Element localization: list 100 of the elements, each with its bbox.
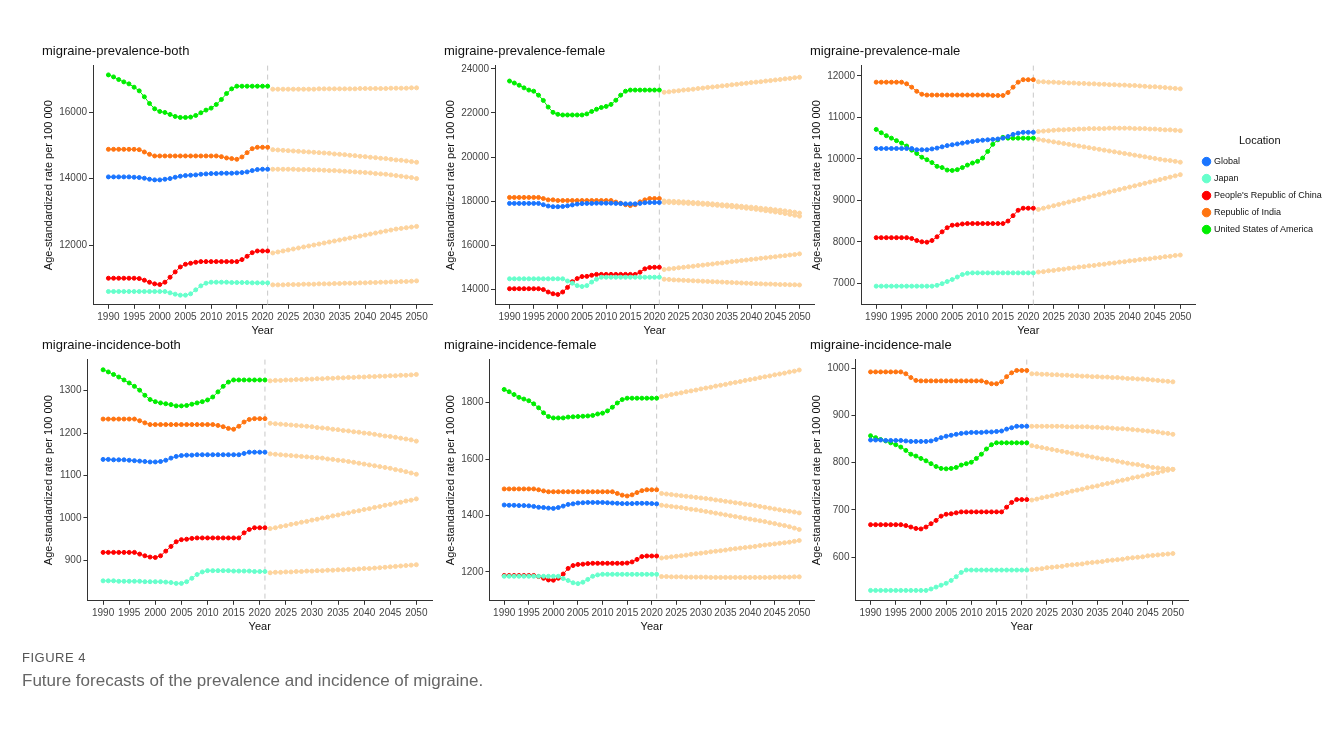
x-tick-label: 2050 xyxy=(1169,310,1192,322)
x-tick-label: 2040 xyxy=(1111,606,1135,618)
x-tick-label: 1990 xyxy=(865,310,888,322)
caption: FIGURE 4 xyxy=(22,650,87,665)
x-tick-label: 2000 xyxy=(144,606,167,618)
x-tick-label: 2005 xyxy=(170,606,193,618)
x-tick-label: 2015 xyxy=(619,310,642,322)
x-tick-label: 1995 xyxy=(884,606,908,618)
x-tick-label: 2030 xyxy=(302,310,326,322)
x-tick-label: 2030 xyxy=(1067,310,1091,322)
x-tick-label: 2025 xyxy=(667,310,691,322)
x-tick-label: 2010 xyxy=(196,606,220,618)
y-axis-title: Age-standardized rate per 100 000 xyxy=(443,100,456,271)
y-axis-title: Age-standardized rate per 100 000 xyxy=(809,395,822,566)
x-tick-label: 2015 xyxy=(225,310,249,322)
x-tick-label: 2035 xyxy=(1093,310,1116,322)
x-tick-label: 2015 xyxy=(616,606,639,618)
x-tick-label: 2025 xyxy=(1035,606,1059,618)
x-tick-label: 2005 xyxy=(935,606,958,618)
y-tick-label: 600 xyxy=(832,551,850,563)
y-tick-label: 14000 xyxy=(461,283,490,295)
x-axis-title: Year xyxy=(640,620,664,633)
y-axis-title: Age-standardized rate per 100 000 xyxy=(443,395,456,566)
x-tick-label: 2020 xyxy=(248,606,272,618)
x-tick-label: 2050 xyxy=(405,606,428,618)
x-tick-label: 2035 xyxy=(714,606,738,618)
x-tick-label: 1990 xyxy=(91,606,115,618)
x-tick-label: 2035 xyxy=(715,310,739,322)
x-tick-label: 2035 xyxy=(1086,606,1109,618)
y-tick-label: 10000 xyxy=(827,152,856,164)
y-axis-title: Age-standardized rate per 100 000 xyxy=(41,100,54,271)
y-tick-label: 1600 xyxy=(461,452,484,464)
x-tick-label: 2010 xyxy=(200,310,223,322)
legend-label: People's Republic of China xyxy=(1214,190,1322,201)
x-axis-title: Year xyxy=(248,620,272,633)
y-axis-title: Age-standardized rate per 100 000 xyxy=(809,100,822,271)
y-tick-label: 700 xyxy=(832,503,850,515)
x-tick-label: 2050 xyxy=(1161,606,1185,618)
y-tick-label: 9000 xyxy=(832,194,856,206)
x-tick-label: 2015 xyxy=(222,606,246,618)
x-tick-label: 2000 xyxy=(909,606,933,618)
x-tick-label: 2030 xyxy=(1060,606,1084,618)
x-tick-label: 2045 xyxy=(764,310,787,322)
x-tick-label: 2025 xyxy=(274,606,298,618)
y-tick-label: 1800 xyxy=(461,396,484,408)
chart-title: migraine-prevalence-female xyxy=(444,43,606,59)
x-tick-label: 2025 xyxy=(277,310,300,322)
x-tick-label: 2040 xyxy=(353,606,376,618)
y-tick-label: 900 xyxy=(64,554,82,566)
chart-title: migraine-incidence-male xyxy=(810,337,952,353)
y-tick-label: 8000 xyxy=(832,235,856,247)
y-tick-label: 14000 xyxy=(59,172,88,184)
x-tick-label: 2040 xyxy=(740,310,763,322)
x-tick-label: 2045 xyxy=(763,606,787,618)
legend-label: United States of America xyxy=(1214,224,1314,235)
legend-label: Japan xyxy=(1214,173,1239,184)
x-tick-label: 2045 xyxy=(1136,606,1160,618)
x-tick-label: 2010 xyxy=(966,310,990,322)
x-axis-title: Year xyxy=(1010,620,1034,633)
x-tick-label: 2020 xyxy=(643,310,667,322)
x-axis-title: Year xyxy=(643,324,666,337)
x-tick-label: 2020 xyxy=(640,606,664,618)
y-tick-label: 900 xyxy=(832,409,850,421)
x-tick-label: 2040 xyxy=(354,310,377,322)
x-tick-label: 1990 xyxy=(97,310,120,322)
x-tick-label: 2035 xyxy=(328,310,352,322)
y-tick-label: 1100 xyxy=(59,469,82,481)
x-tick-label: 1990 xyxy=(498,310,522,322)
chart-title: migraine-incidence-both xyxy=(42,337,181,353)
x-tick-label: 1995 xyxy=(122,310,146,322)
x-tick-label: 2000 xyxy=(546,310,570,322)
x-tick-label: 2045 xyxy=(1143,310,1167,322)
x-tick-label: 2000 xyxy=(148,310,172,322)
x-tick-label: 2030 xyxy=(300,606,324,618)
x-tick-label: 2000 xyxy=(542,606,565,618)
y-tick-label: 1200 xyxy=(461,565,484,577)
y-tick-label: 18000 xyxy=(461,194,490,206)
x-tick-label: 1995 xyxy=(522,310,546,322)
x-tick-label: 2020 xyxy=(251,310,275,322)
x-tick-label: 2045 xyxy=(379,310,403,322)
y-tick-label: 11000 xyxy=(827,111,856,123)
x-tick-label: 2000 xyxy=(915,310,939,322)
x-tick-label: 2020 xyxy=(1010,606,1034,618)
x-tick-label: 2045 xyxy=(379,606,402,618)
x-tick-label: 2025 xyxy=(1042,310,1066,322)
x-tick-label: 2030 xyxy=(689,606,713,618)
x-tick-label: 1990 xyxy=(493,606,516,618)
x-tick-label: 2050 xyxy=(405,310,429,322)
x-tick-label: 2010 xyxy=(595,310,618,322)
x-tick-label: 2050 xyxy=(788,606,811,618)
x-tick-label: 1995 xyxy=(890,310,914,322)
chart-title: migraine-prevalence-male xyxy=(810,43,961,59)
y-tick-label: 800 xyxy=(832,456,850,468)
x-tick-label: 2015 xyxy=(991,310,1015,322)
y-tick-label: 1300 xyxy=(59,384,82,396)
y-tick-label: 1400 xyxy=(461,509,484,521)
x-tick-label: 2030 xyxy=(691,310,715,322)
y-tick-label: 16000 xyxy=(59,105,88,117)
y-tick-label: 12000 xyxy=(59,238,88,250)
y-tick-label: 1000 xyxy=(59,511,82,523)
